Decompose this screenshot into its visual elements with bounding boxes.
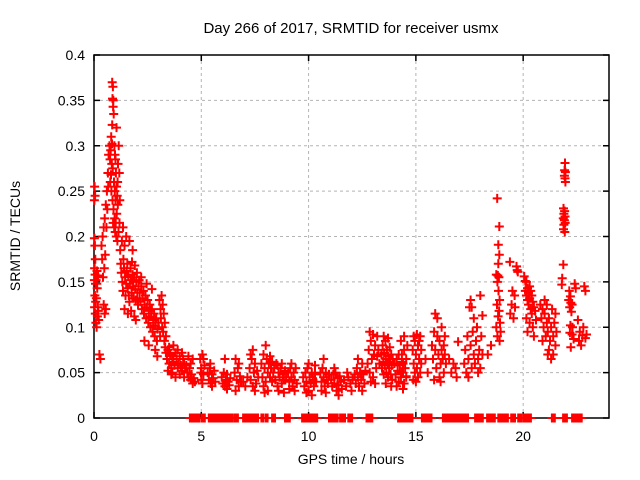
y-tick-label: 0 xyxy=(77,410,85,426)
tick-labels: 0 5 10 15 20 0 0.05 0.1 0.15 0.2 0.25 0.3 0.35 0.4 xyxy=(58,47,531,444)
x-axis-label: GPS time / hours xyxy=(298,451,405,467)
x-tick-label: 15 xyxy=(408,428,424,444)
y-tick-label: 0.3 xyxy=(66,138,86,154)
y-tick-label: 0.15 xyxy=(58,274,85,290)
data-points xyxy=(89,77,591,400)
y-tick-label: 0.2 xyxy=(66,229,86,245)
data-points-path xyxy=(89,77,591,400)
y-tick-label: 0.05 xyxy=(58,365,85,381)
zero-band-path xyxy=(185,413,587,423)
zero-value-markers xyxy=(185,413,587,423)
y-tick-label: 0.4 xyxy=(66,47,86,63)
x-tick-label: 5 xyxy=(197,428,205,444)
y-tick-label: 0.1 xyxy=(66,319,86,335)
x-tick-label: 10 xyxy=(301,428,317,444)
y-axis-label: SRMTID / TECUs xyxy=(7,181,23,291)
y-tick-label: 0.35 xyxy=(58,92,85,108)
x-tick-label: 20 xyxy=(515,428,531,444)
y-tick-label: 0.25 xyxy=(58,183,85,199)
chart-title: Day 266 of 2017, SRMTID for receiver usm… xyxy=(203,20,499,37)
x-tick-label: 0 xyxy=(90,428,98,444)
